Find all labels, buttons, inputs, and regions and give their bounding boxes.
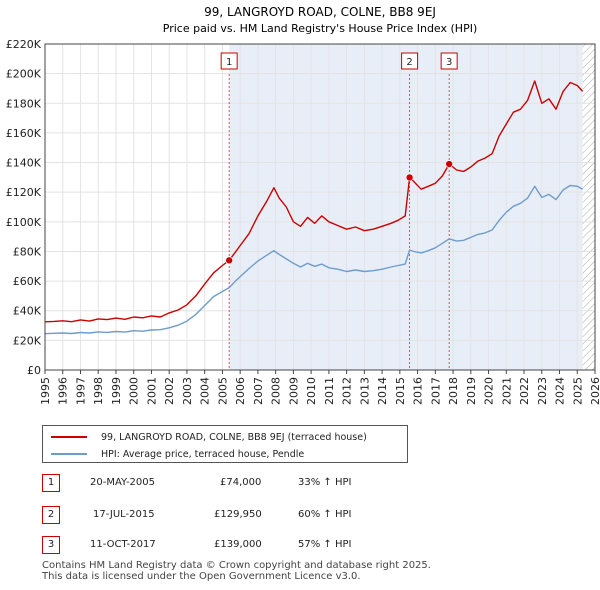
x-tick-label: 2017 bbox=[429, 377, 442, 405]
price-chart: 99, LANGROYD ROAD, COLNE, BB8 9EJ Price … bbox=[6, 5, 600, 405]
y-tick-label: £180K bbox=[6, 97, 42, 110]
hpi-series-line bbox=[44, 184, 583, 335]
annotation-box bbox=[440, 52, 458, 70]
y-tick-label: £200K bbox=[6, 68, 42, 81]
x-tick-label: 2003 bbox=[181, 377, 194, 405]
footer: Contains HM Land Registry data © Crown c… bbox=[42, 560, 431, 582]
x-tick-label: 1995 bbox=[39, 377, 52, 405]
y-tick-label: £80K bbox=[13, 245, 42, 258]
property-series-line bbox=[44, 80, 584, 323]
annotation-label: 1 bbox=[226, 57, 232, 68]
x-tick-label: 2002 bbox=[163, 377, 176, 405]
y-tick-label: £120K bbox=[6, 186, 42, 199]
x-tick-label: 2020 bbox=[483, 377, 496, 405]
transaction-hpi: 60% ↑ HPI bbox=[298, 509, 352, 520]
x-tick-label: 2013 bbox=[358, 377, 371, 405]
x-tick-label: 2008 bbox=[270, 377, 283, 405]
x-tick-label: 2015 bbox=[394, 377, 407, 405]
x-tick-label: 2019 bbox=[465, 377, 478, 405]
x-tick-label: 2021 bbox=[500, 377, 513, 405]
x-tick-label: 2007 bbox=[252, 377, 265, 405]
annotation-label: 2 bbox=[406, 57, 412, 68]
legend-swatch-hpi bbox=[51, 453, 87, 455]
x-tick-label: 2022 bbox=[518, 377, 531, 405]
x-tick-label: 2010 bbox=[305, 377, 318, 405]
x-tick-label: 2025 bbox=[571, 377, 584, 405]
x-tick-label: 2012 bbox=[341, 377, 354, 405]
legend-swatch-property bbox=[51, 436, 87, 438]
x-tick-label: 2026 bbox=[589, 377, 600, 405]
y-tick-label: £100K bbox=[6, 216, 42, 229]
legend-item-property: 99, LANGROYD ROAD, COLNE, BB8 9EJ (terra… bbox=[51, 429, 367, 445]
footer-copyright: Contains HM Land Registry data © Crown c… bbox=[42, 560, 431, 571]
x-tick-label: 2014 bbox=[376, 377, 389, 405]
transaction-date: 17-JUL-2015 bbox=[93, 509, 155, 520]
x-tick-label: 2006 bbox=[234, 377, 247, 405]
x-tick-label: 1999 bbox=[110, 377, 123, 405]
y-tick-label: £60K bbox=[13, 275, 42, 288]
x-tick-label: 2004 bbox=[199, 377, 212, 405]
x-tick-label: 2005 bbox=[216, 377, 229, 405]
forecast-hatch bbox=[582, 44, 595, 370]
sale-point bbox=[225, 256, 233, 265]
transaction-badge: 1 bbox=[42, 474, 60, 492]
transaction-date: 11-OCT-2017 bbox=[90, 539, 156, 550]
transaction-price: £129,950 bbox=[214, 509, 262, 520]
legend-item-hpi: HPI: Average price, terraced house, Pend… bbox=[51, 446, 304, 462]
transaction-price: £139,000 bbox=[214, 539, 262, 550]
annotation-label: 3 bbox=[446, 57, 452, 68]
transaction-price: £74,000 bbox=[220, 477, 262, 488]
annotation-box bbox=[401, 52, 419, 70]
plot-frame bbox=[44, 43, 596, 371]
x-tick-label: 2011 bbox=[323, 377, 336, 405]
x-tick-label: 2009 bbox=[287, 377, 300, 405]
y-tick-label: £140K bbox=[6, 157, 42, 170]
legend-label-hpi: HPI: Average price, terraced house, Pend… bbox=[101, 448, 305, 460]
transaction-date: 20-MAY-2005 bbox=[90, 477, 156, 488]
legend-label-property: 99, LANGROYD ROAD, COLNE, BB8 9EJ (terra… bbox=[101, 431, 367, 443]
chart-title: 99, LANGROYD ROAD, COLNE, BB8 9EJ bbox=[204, 5, 436, 19]
x-tick-label: 1996 bbox=[57, 377, 70, 405]
x-tick-label: 2018 bbox=[447, 377, 460, 405]
chart-subtitle: Price paid vs. HM Land Registry's House … bbox=[163, 22, 478, 35]
x-tick-label: 1998 bbox=[92, 377, 105, 405]
transaction-badge: 2 bbox=[42, 506, 60, 524]
sale-point bbox=[405, 173, 414, 182]
x-tick-label: 1997 bbox=[74, 377, 87, 405]
sale-point bbox=[445, 160, 453, 168]
y-tick-label: £0 bbox=[27, 364, 41, 377]
x-tick-label: 2000 bbox=[128, 377, 141, 405]
y-tick-label: £20K bbox=[13, 334, 42, 347]
footer-licence: This data is licensed under the Open Gov… bbox=[42, 571, 361, 582]
annotation-box bbox=[220, 52, 238, 70]
transaction-badge: 3 bbox=[42, 536, 60, 554]
transaction-hpi: 57% ↑ HPI bbox=[298, 539, 352, 550]
x-tick-label: 2001 bbox=[145, 377, 158, 405]
y-tick-label: £40K bbox=[13, 305, 42, 318]
chart-legend: 99, LANGROYD ROAD, COLNE, BB8 9EJ (terra… bbox=[42, 425, 408, 463]
y-tick-label: £220K bbox=[6, 38, 42, 51]
x-tick-label: 2023 bbox=[536, 377, 549, 405]
y-tick-label: £160K bbox=[6, 127, 42, 140]
transaction-hpi: 33% ↑ HPI bbox=[298, 477, 352, 488]
x-tick-label: 2024 bbox=[554, 377, 567, 405]
x-tick-label: 2016 bbox=[412, 377, 425, 405]
